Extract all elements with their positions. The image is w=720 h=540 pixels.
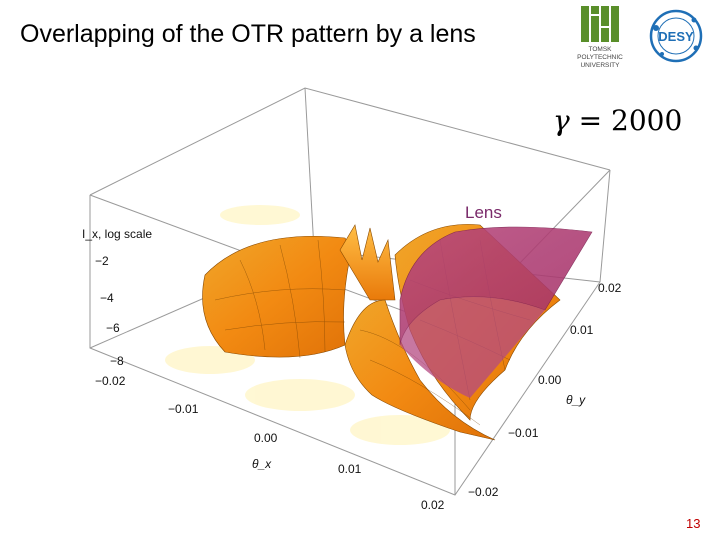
x-tick: 0.00 — [254, 431, 278, 445]
tpu-logo-text: TOMSK POLYTECHNIC UNIVERSITY — [577, 46, 623, 69]
y-tick: 0.00 — [538, 373, 562, 387]
tpu-logo: TOMSK POLYTECHNIC UNIVERSITY — [565, 4, 635, 76]
x-tick: 0.01 — [338, 462, 362, 476]
x-tick: −0.01 — [168, 402, 199, 416]
y-tick: 0.01 — [570, 323, 594, 337]
z-tick: −6 — [106, 321, 120, 335]
x-tick: −0.02 — [95, 374, 126, 388]
y-axis-label: θ_y — [566, 393, 586, 407]
desy-logo: DESY — [648, 8, 704, 64]
projection-shadow — [165, 205, 450, 445]
y-tick: −0.02 — [468, 485, 499, 499]
lens-label: Lens — [465, 203, 502, 222]
x-tick: 0.02 — [421, 498, 445, 512]
lens-shadow-face — [400, 296, 545, 398]
z-tick: −4 — [100, 291, 114, 305]
z-axis-label: I_x, log scale — [82, 227, 152, 241]
y-tick: −0.01 — [508, 426, 539, 440]
z-tick: −8 — [110, 354, 124, 368]
slide-title: Overlapping of the OTR pattern by a lens — [20, 20, 476, 48]
x-axis-label: θ_x — [252, 457, 272, 471]
gamma-equation: γ = 2000 — [553, 104, 682, 137]
desy-logo-text: DESY — [658, 29, 694, 44]
gamma-value: = 2000 — [578, 104, 683, 137]
page-number: 13 — [686, 516, 701, 531]
y-tick: 0.02 — [598, 281, 622, 295]
z-tick: −2 — [95, 254, 109, 268]
tpu-logo-mark — [581, 6, 619, 42]
gamma-symbol: γ — [553, 104, 570, 137]
